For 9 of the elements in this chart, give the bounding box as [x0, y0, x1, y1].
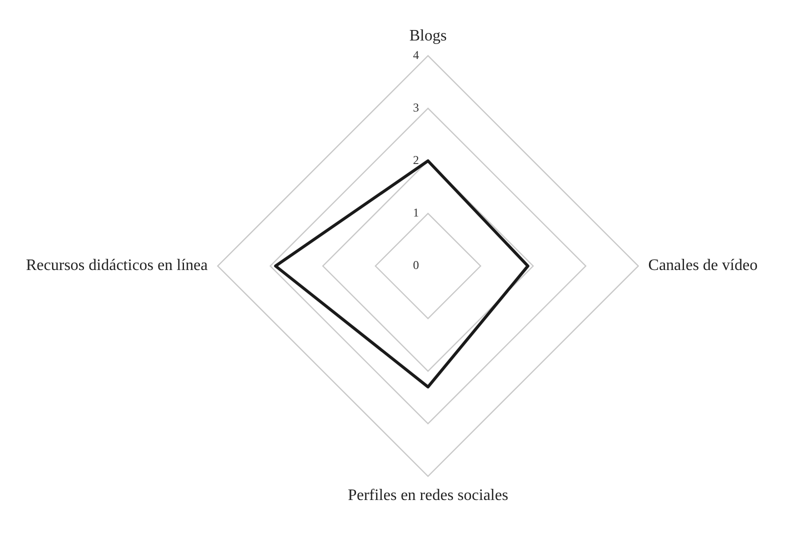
y-tick-label: 4 — [413, 48, 419, 62]
spoke-label: Canales de vídeo — [648, 257, 758, 274]
spoke-label: Blogs — [409, 27, 447, 44]
spoke-label: Perfiles en redes sociales — [348, 487, 508, 504]
y-tick-label: 2 — [413, 153, 419, 168]
spoke-label: Recursos didácticos en línea — [26, 257, 208, 274]
y-tick-label: 1 — [413, 206, 419, 220]
y-tick-label: 0 — [413, 258, 419, 272]
y-tick-label: 3 — [413, 100, 419, 114]
